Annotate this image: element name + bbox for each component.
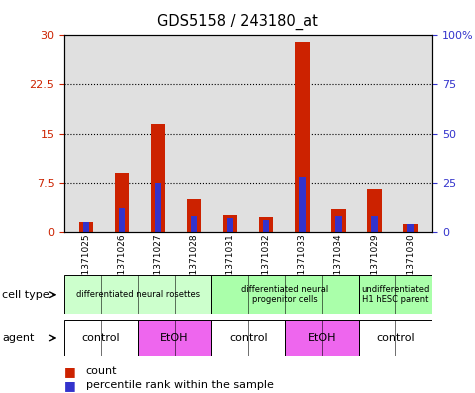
Bar	[155, 183, 161, 232]
Text: control: control	[82, 333, 120, 343]
Bar	[119, 208, 125, 232]
Text: control: control	[229, 333, 267, 343]
Bar	[299, 177, 305, 232]
Bar	[371, 216, 378, 232]
Bar	[227, 218, 233, 232]
Bar	[263, 220, 269, 232]
Bar	[331, 209, 346, 232]
Text: ■: ■	[64, 365, 76, 378]
Bar	[114, 173, 129, 232]
Bar	[367, 189, 382, 232]
Bar	[187, 199, 201, 232]
Text: differentiated neural
progenitor cells: differentiated neural progenitor cells	[241, 285, 329, 305]
Text: undifferentiated
H1 hESC parent: undifferentiated H1 hESC parent	[361, 285, 429, 305]
Bar	[285, 320, 359, 356]
Bar	[83, 222, 89, 232]
Bar	[259, 217, 274, 232]
Text: GDS5158 / 243180_at: GDS5158 / 243180_at	[157, 14, 318, 30]
Bar	[359, 275, 432, 314]
Bar	[211, 275, 359, 314]
Bar	[223, 215, 238, 232]
Text: differentiated neural rosettes: differentiated neural rosettes	[76, 290, 200, 299]
Text: EtOH: EtOH	[308, 333, 336, 343]
Bar	[359, 320, 432, 356]
Bar	[138, 320, 211, 356]
Text: agent: agent	[2, 333, 35, 343]
Bar	[151, 124, 165, 232]
Bar	[211, 320, 285, 356]
Bar	[335, 216, 342, 232]
Bar	[78, 222, 93, 232]
Bar	[403, 224, 418, 232]
Bar	[408, 224, 414, 232]
Bar	[191, 216, 197, 232]
Text: count: count	[86, 366, 117, 376]
Text: percentile rank within the sample: percentile rank within the sample	[86, 380, 274, 390]
Text: ■: ■	[64, 378, 76, 392]
Text: cell type: cell type	[2, 290, 50, 300]
Bar	[64, 320, 138, 356]
Bar	[64, 275, 211, 314]
Text: control: control	[376, 333, 415, 343]
Text: EtOH: EtOH	[160, 333, 189, 343]
Bar	[295, 42, 310, 232]
